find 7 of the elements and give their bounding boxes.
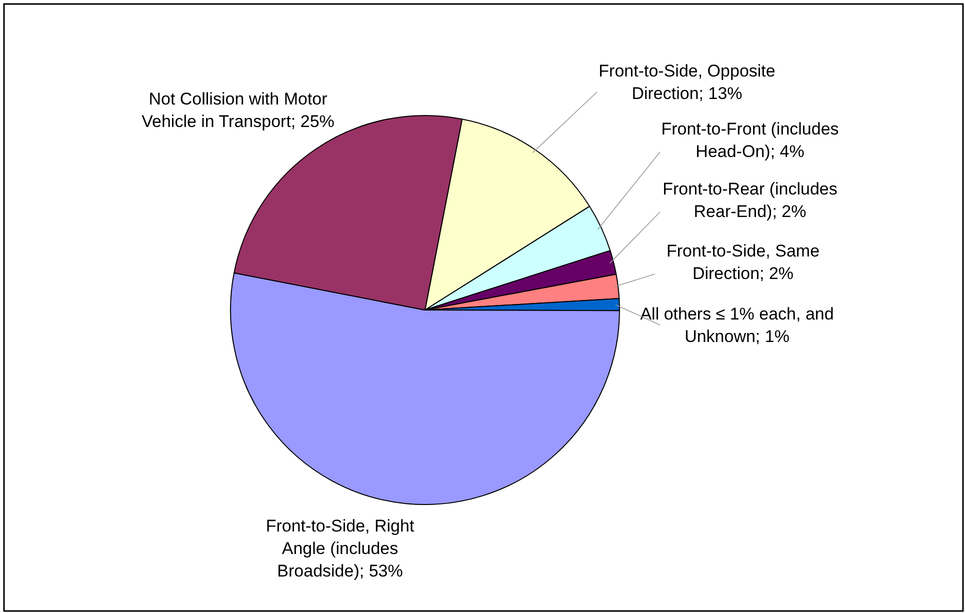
slice-label: Front-to-Side, Same Direction; 2%: [666, 242, 820, 284]
slice-label: Front-to-Rear (includes Rear-End); 2%: [662, 180, 838, 222]
slice-label: All others ≤ 1% each, and Unknown; 1%: [640, 304, 834, 346]
slice-label: Not Collision with Motor Vehicle in Transport; 25%: [142, 90, 334, 132]
slice-label: Front-to-Side, Opposite Direction; 13%: [598, 62, 776, 104]
slice-label: Front-to-Front (includes Head-On); 4%: [661, 120, 839, 162]
slice-label: Front-to-Side, Right Angle (includes Broadside); 53%: [266, 516, 414, 581]
